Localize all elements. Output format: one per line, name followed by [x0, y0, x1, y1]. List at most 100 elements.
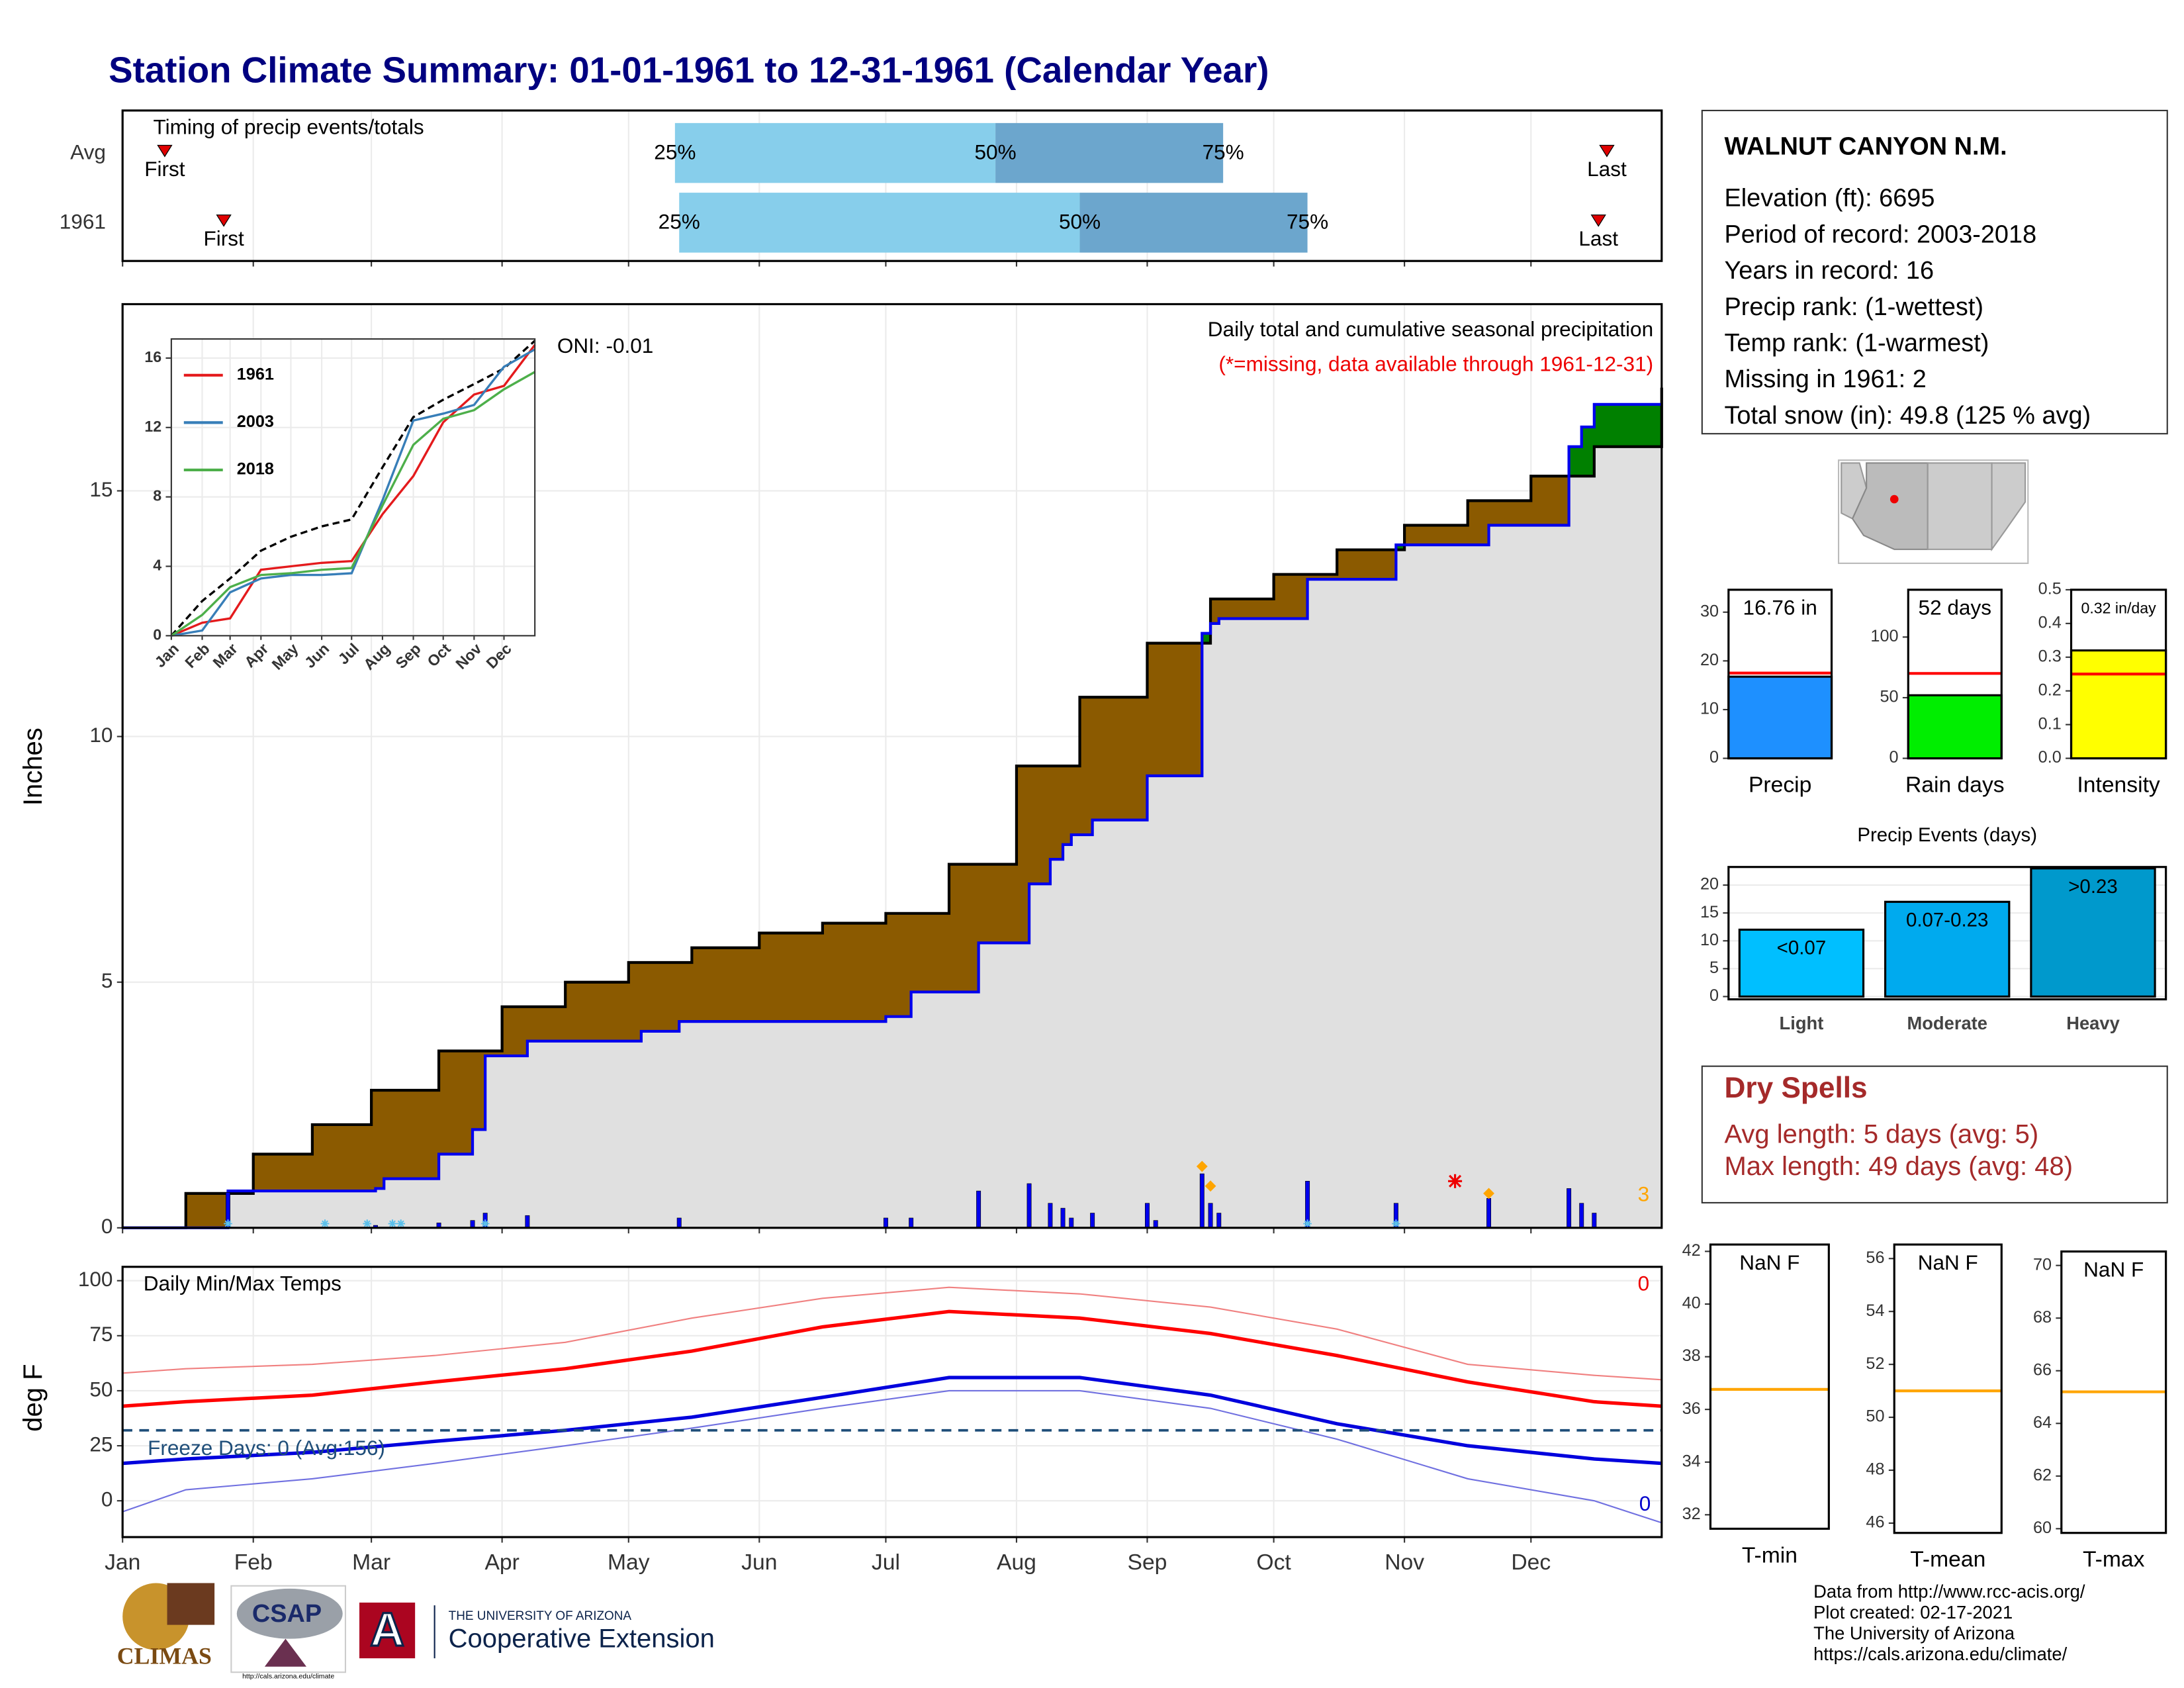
- map-state: [1991, 462, 2026, 552]
- daily-bar: [676, 1217, 682, 1229]
- map-state: [1927, 462, 1993, 550]
- snow-marker: [388, 1219, 397, 1228]
- x-tick-label: Sep: [1128, 1550, 1167, 1575]
- panel: [122, 1266, 1662, 1538]
- snow-marker: [396, 1219, 406, 1228]
- y-tick-label: 0.3: [2038, 647, 2062, 665]
- quartile-bar: [679, 193, 1080, 253]
- quartile-bar: [674, 122, 996, 183]
- csap-url: http://cals.arizona.edu/climate: [242, 1672, 334, 1680]
- y-tick-label: 50: [1880, 688, 1898, 706]
- daily-bar: [1567, 1188, 1572, 1229]
- series-line: [170, 371, 535, 637]
- category-label: Rain days: [1905, 773, 2005, 798]
- inset-frame: [170, 338, 536, 637]
- category-label: Heavy: [2066, 1013, 2120, 1033]
- y-tick-label: 4: [153, 557, 161, 574]
- daily-bar: [1144, 1203, 1150, 1229]
- event-marker: [157, 144, 173, 158]
- dry-spell-line: Max length: 49 days (avg: 48): [1724, 1152, 2073, 1181]
- y-tick-label: 0: [1889, 748, 1899, 767]
- average-line: [170, 340, 536, 637]
- bar: [2070, 649, 2167, 760]
- daily-bar: [1090, 1213, 1095, 1229]
- locator-map: [1838, 459, 2029, 564]
- y-tick-label: 32: [1682, 1505, 1701, 1523]
- value-label: NaN F: [2083, 1257, 2144, 1281]
- daily-temp-line: [122, 1389, 1662, 1524]
- station-line: Total snow (in): 49.8 (125 % avg): [1724, 402, 2091, 430]
- min-count: 0: [1639, 1491, 1651, 1515]
- y-tick-label: 0: [153, 626, 161, 643]
- panel-frame: [1893, 1243, 2003, 1534]
- daily-bar: [909, 1217, 914, 1229]
- y-tick-label: 40: [1682, 1294, 1701, 1313]
- row-label: Avg: [70, 140, 106, 164]
- panel-frame: [1727, 588, 1833, 760]
- y-tick-label: 75: [89, 1322, 113, 1346]
- event-label: Last: [1578, 226, 1618, 250]
- daily-bar: [976, 1190, 981, 1229]
- y-tick-label: 0.4: [2038, 614, 2062, 632]
- csap-cloud: [236, 1588, 343, 1639]
- dry-spells-title: Dry Spells: [1724, 1072, 1867, 1104]
- x-tick-label: Jul: [872, 1550, 900, 1575]
- quartile-label: 50%: [975, 140, 1017, 164]
- daily-bar: [1579, 1203, 1584, 1229]
- daily-temp-line: [122, 1286, 1662, 1381]
- ua-text: THE UNIVERSITY OF ARIZONA: [449, 1609, 632, 1623]
- panel-subtitle: (*=missing, data available through 1961-…: [1218, 352, 1653, 375]
- bar: [1884, 900, 2011, 998]
- daily-bar: [1069, 1217, 1074, 1229]
- bar: [1907, 694, 2003, 760]
- event-label: First: [203, 226, 244, 250]
- y-tick-label: 100: [1870, 627, 1898, 645]
- daily-bar: [1216, 1213, 1222, 1229]
- year-line: [122, 402, 1662, 1229]
- x-tick-label: Jun: [741, 1550, 777, 1575]
- x-tick-label: Aug: [997, 1550, 1036, 1575]
- quartile-label: 50%: [1059, 210, 1101, 234]
- y-tick-label: 16: [144, 348, 161, 365]
- y-tick-label: 50: [89, 1377, 113, 1401]
- y-axis-label: deg F: [19, 1364, 48, 1431]
- y-tick-label: 50: [1866, 1407, 1884, 1426]
- station-line: Period of record: 2003-2018: [1724, 220, 2036, 248]
- row-label: 1961: [60, 210, 106, 234]
- x-tick-label: May: [608, 1550, 650, 1575]
- daily-bar: [883, 1217, 888, 1229]
- quartile-label: 75%: [1203, 140, 1244, 164]
- panel-title: Daily total and cumulative seasonal prec…: [1208, 317, 1653, 341]
- oni: ONI: -0.01: [557, 334, 654, 357]
- x-tick-label: Apr: [484, 1550, 519, 1575]
- y-tick-label: 20: [1700, 875, 1719, 894]
- ua-logo: [359, 1602, 416, 1659]
- y-tick-label: 0.1: [2038, 714, 2062, 733]
- y-tick-label: 36: [1682, 1399, 1701, 1418]
- missing-marker: [1448, 1174, 1463, 1188]
- quartile-bar: [1079, 193, 1308, 253]
- panel-frame: [2070, 588, 2167, 760]
- station-dot: [1889, 494, 1899, 504]
- daily-bar: [1592, 1213, 1597, 1229]
- value-label: 0.32 in/day: [2081, 599, 2156, 616]
- value-label: >0.23: [2068, 876, 2118, 898]
- snow-marker: [480, 1219, 490, 1228]
- value-label: 16.76 in: [1743, 596, 1817, 620]
- daily-bar: [1060, 1207, 1066, 1229]
- station-line: Precip rank: (1-wettest): [1724, 293, 1983, 321]
- quartile-label: 25%: [659, 210, 700, 234]
- footer-line: Data from http://www.rcc-acis.org/: [1813, 1581, 2085, 1601]
- y-tick-label: 48: [1866, 1460, 1884, 1479]
- y-tick-label: 62: [2033, 1466, 2052, 1484]
- y-tick-label: 34: [1682, 1452, 1701, 1470]
- y-tick-label: 0: [1709, 748, 1719, 767]
- event-label: Last: [1587, 157, 1627, 181]
- y-tick-label: 42: [1682, 1241, 1701, 1260]
- value-label: 0.07-0.23: [1906, 910, 1988, 931]
- station-line: Years in record: 16: [1724, 257, 1934, 285]
- panel: [1710, 1244, 1829, 1529]
- daily-bar: [1048, 1203, 1053, 1229]
- daily-bar: [470, 1220, 475, 1229]
